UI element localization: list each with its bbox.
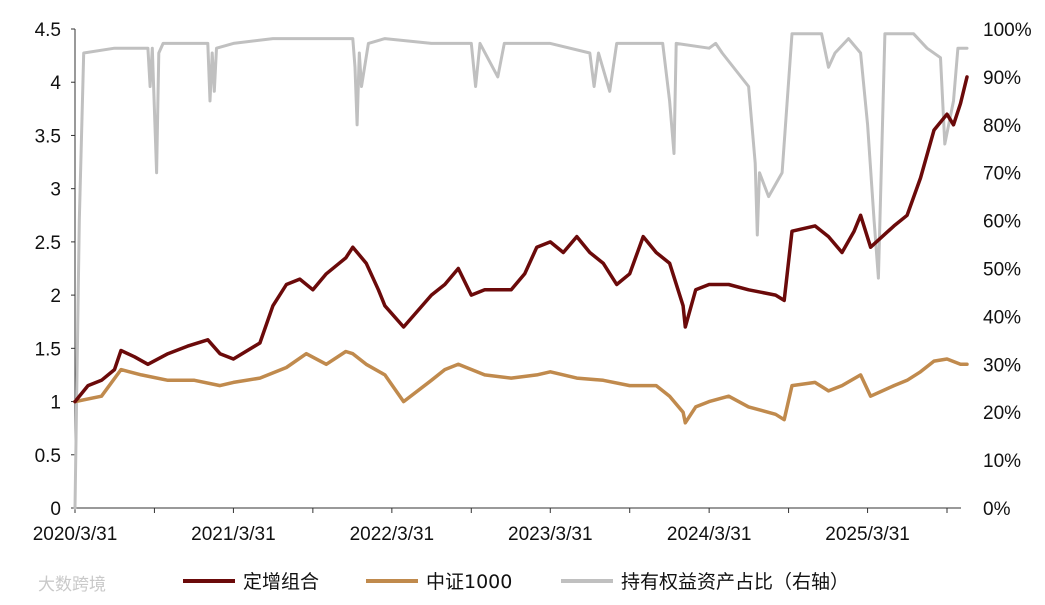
series-layer xyxy=(73,32,969,510)
y-left-tick-label: 1 xyxy=(50,393,61,414)
x-tick-label: 2025/3/31 xyxy=(825,524,910,545)
y-right-tick-label: 70% xyxy=(983,164,1021,185)
y-right-tick-label: 0% xyxy=(983,499,1011,520)
y-left-tick-label: 3 xyxy=(50,180,61,201)
y-right-tick-label: 20% xyxy=(983,403,1021,424)
y-left-tick-label: 2 xyxy=(50,286,61,307)
y-left-tick-label: 1.5 xyxy=(35,339,61,360)
y-right-tick-label: 10% xyxy=(983,451,1021,472)
legend-label: 持有权益资产占比（右轴） xyxy=(621,571,849,593)
legend: 定增组合 中证1000 持有权益资产占比（右轴） xyxy=(183,571,849,593)
y-right-tick-label: 100% xyxy=(983,20,1032,41)
watermark-text: 大数跨境 xyxy=(38,575,106,595)
x-tick-label: 2023/3/31 xyxy=(508,524,593,545)
watermark: 大数跨境 xyxy=(38,575,106,595)
legend-label: 定增组合 xyxy=(243,571,319,593)
y-right-tick-label: 30% xyxy=(983,355,1021,376)
y-left-tick-label: 2.5 xyxy=(35,233,61,254)
series-line-2 xyxy=(73,349,969,425)
y-right-tick-label: 80% xyxy=(983,116,1021,137)
y-left-tick-label: 3.5 xyxy=(35,126,61,147)
y-right-tick-label: 40% xyxy=(983,307,1021,328)
x-tick-label: 2024/3/31 xyxy=(667,524,752,545)
y-right-tick-label: 90% xyxy=(983,68,1021,89)
legend-label: 中证1000 xyxy=(426,571,512,593)
y-left-tick-label: 0 xyxy=(50,499,61,520)
axes: 0 0.5 1 1.5 2 2.5 3 3.5 4 4.5 0% 10% 20% 30% 40% 50% 60%… xyxy=(33,20,1032,545)
series-line-1 xyxy=(73,75,969,404)
y-left-tick-label: 0.5 xyxy=(35,446,61,467)
y-left-tick-label: 4 xyxy=(50,73,61,94)
y-left-tick-label: 4.5 xyxy=(35,20,61,41)
x-tick-label: 2020/3/31 xyxy=(33,524,118,545)
y-right-tick-label: 50% xyxy=(983,260,1021,281)
series-line-3 xyxy=(73,32,969,510)
y-right-tick-label: 60% xyxy=(983,212,1021,233)
x-tick-label: 2021/3/31 xyxy=(191,524,276,545)
x-tick-label: 2022/3/31 xyxy=(350,524,435,545)
